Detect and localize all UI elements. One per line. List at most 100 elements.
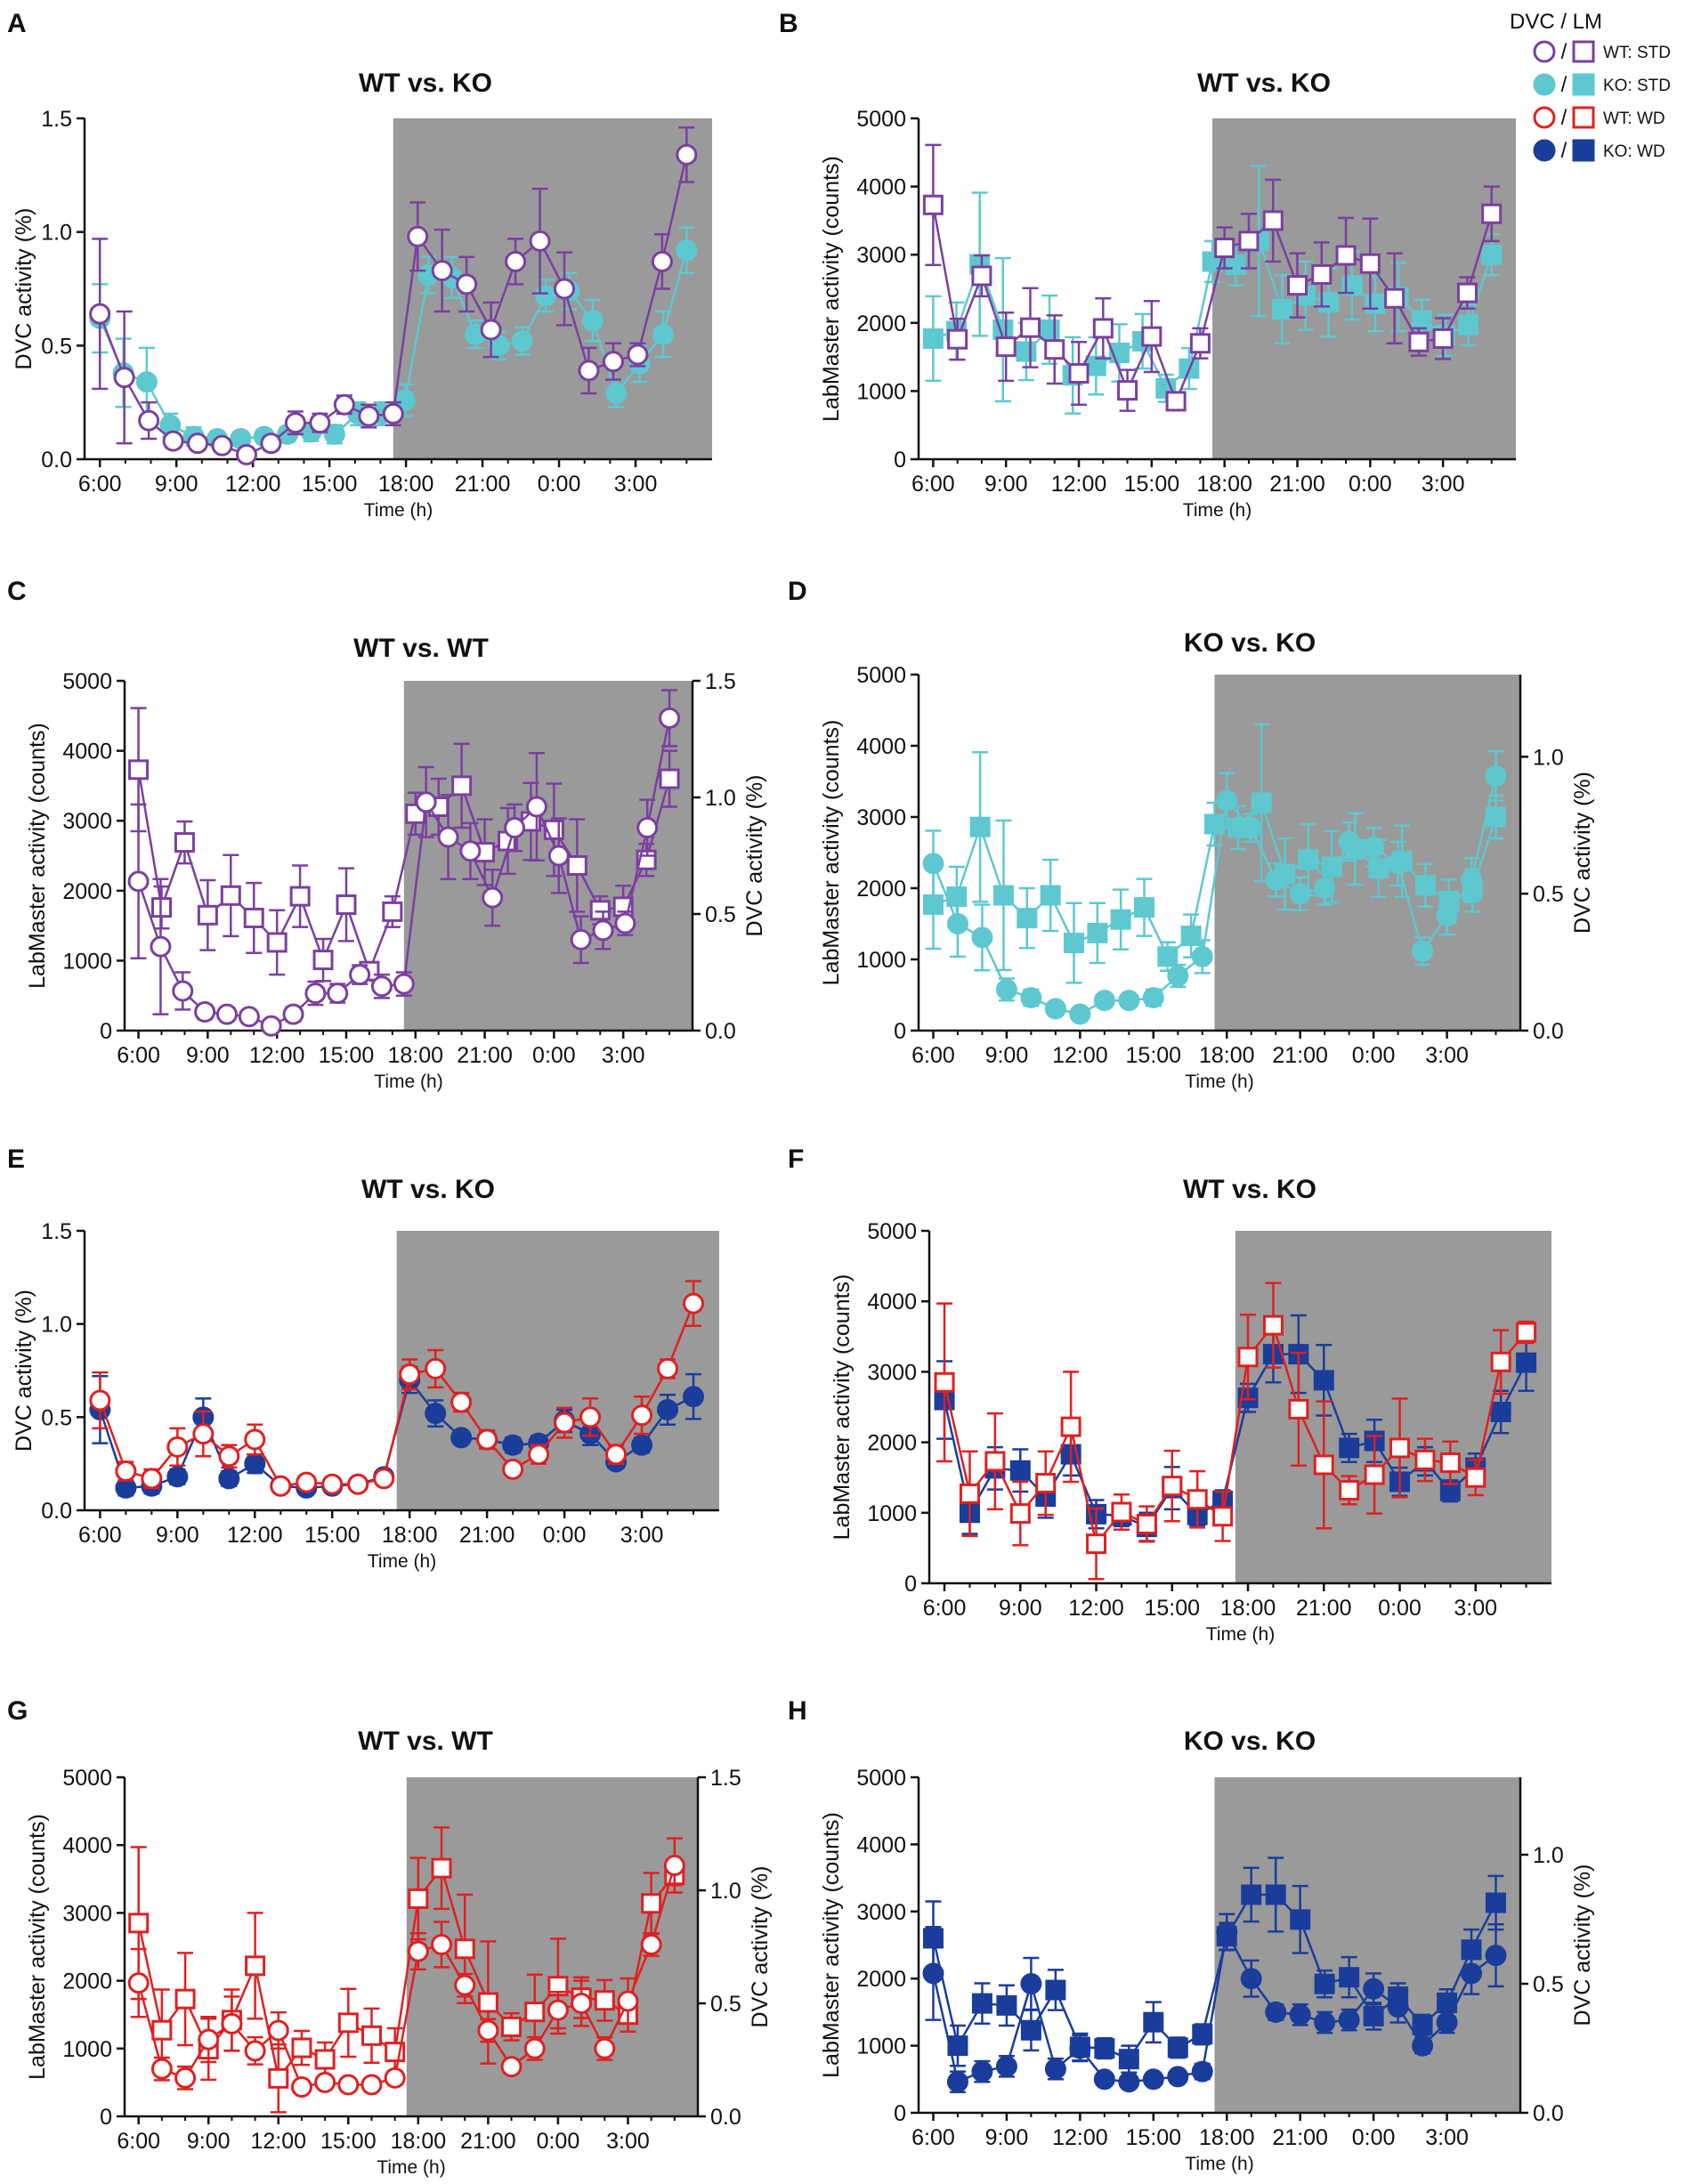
data-point: [1290, 1909, 1311, 1930]
x-tick-label: 15:00: [302, 472, 358, 497]
data-point: [1461, 869, 1483, 891]
data-point: [243, 907, 264, 928]
data-point: [268, 2067, 289, 2089]
data-point: [244, 1452, 266, 1475]
panel-c: 0 1000 2000 3000 4000 5000 LabMaster activity …: [25, 669, 767, 1092]
data-point: [594, 2037, 616, 2059]
data-point: [1180, 926, 1202, 947]
data-point: [450, 1427, 473, 1449]
x-tick-label: 18:00: [1220, 1596, 1276, 1621]
data-point: [166, 1466, 189, 1488]
left-tick-label: 0: [100, 2105, 112, 2130]
left-tick-label: 4000: [62, 740, 112, 764]
x-tick-label: 9:00: [985, 1043, 1029, 1068]
data-point: [218, 1445, 240, 1468]
data-point: [547, 845, 570, 867]
data-point: [1238, 231, 1260, 252]
data-point: [578, 360, 600, 382]
data-point: [337, 2012, 359, 2034]
data-point: [360, 2074, 383, 2096]
x-tick-label: 0:00: [537, 2129, 580, 2154]
data-point: [602, 351, 624, 373]
panel-h: 0 1000 2000 3000 4000 5000 LabMaster activity …: [819, 1766, 1595, 2174]
x-tick-label: 12:00: [1052, 2125, 1108, 2150]
data-point: [1485, 1945, 1507, 1967]
data-point: [1093, 990, 1115, 1012]
data-point: [1439, 1452, 1461, 1474]
x-tick-label: 6:00: [78, 1523, 122, 1548]
data-point: [1338, 830, 1360, 853]
data-point: [323, 423, 345, 445]
data-point: [174, 2067, 197, 2089]
left-tick-label: 0: [100, 1019, 112, 1044]
data-point: [360, 2025, 382, 2046]
panel-title-d: KO vs. KO: [1184, 628, 1316, 658]
data-point: [1458, 314, 1479, 336]
panel-letter-d: D: [788, 577, 807, 606]
legend-slash: /: [1561, 40, 1567, 64]
series-wt-wddvc: [89, 1280, 705, 1497]
x-tick-label: 15:00: [320, 2129, 377, 2154]
data-point: [505, 250, 527, 272]
data-point: [1411, 310, 1432, 331]
x-tick-label: 6:00: [117, 2129, 160, 2154]
data-point: [1313, 1370, 1334, 1391]
panel-title-c: WT vs. WT: [353, 634, 489, 663]
data-point: [1212, 1506, 1234, 1527]
data-point: [370, 975, 393, 998]
data-point: [382, 901, 403, 922]
panel-title-e: WT vs. KO: [361, 1175, 495, 1204]
panel-letter-b: B: [779, 9, 798, 38]
data-point: [631, 1434, 653, 1456]
legend-circle-marker: [1533, 139, 1556, 162]
right-axis-label: DVC activity (%): [748, 1866, 773, 2028]
legend: DVC / LM / WT: STD / KO: STD / WT: WD / KO: WD: [1510, 10, 1671, 163]
data-point: [995, 336, 1017, 358]
x-tick-label: 15:00: [1144, 1596, 1200, 1621]
x-tick-label: 21:00: [460, 2129, 516, 2154]
data-point: [1412, 2034, 1434, 2057]
data-point: [1019, 317, 1041, 338]
data-point: [504, 817, 526, 839]
x-tick-label: 12:00: [225, 472, 281, 497]
data-point: [971, 926, 993, 949]
x-tick-label: 18:00: [391, 2129, 447, 2154]
left-tick-label: 3000: [867, 1360, 917, 1385]
data-point: [1365, 293, 1386, 314]
data-point: [425, 1357, 447, 1379]
data-point: [1335, 245, 1357, 266]
data-point: [1481, 203, 1503, 224]
panel-title-a: WT vs. KO: [359, 69, 492, 98]
data-point: [947, 328, 968, 350]
data-point: [197, 904, 218, 926]
left-tick-label: 1.5: [41, 107, 72, 132]
legend-slash: /: [1561, 106, 1567, 130]
data-point: [535, 285, 557, 307]
left-tick-label: 1.5: [41, 1219, 72, 1244]
data-point: [523, 2037, 546, 2059]
left-tick-label: 0: [894, 1019, 906, 1044]
panel-title-b: WT vs. KO: [1197, 69, 1331, 98]
data-point: [482, 886, 504, 909]
data-point: [1087, 922, 1108, 943]
data-point: [128, 759, 150, 781]
left-tick-label: 5000: [867, 1219, 917, 1244]
panel-title-h: KO vs. KO: [1184, 1727, 1316, 1756]
data-point: [218, 1468, 240, 1490]
x-tick-label: 0:00: [532, 1043, 576, 1068]
data-point: [1165, 391, 1187, 412]
data-point: [1085, 355, 1106, 376]
data-point: [996, 1994, 1017, 2016]
data-point: [431, 260, 453, 282]
left-tick-label: 0: [894, 2101, 906, 2126]
data-point: [408, 1888, 429, 1909]
left-tick-label: 1000: [856, 2034, 906, 2059]
data-point: [1456, 282, 1478, 303]
x-tick-label: 3:00: [620, 1523, 664, 1548]
left-tick-label: 5000: [856, 1766, 906, 1791]
data-point: [579, 1406, 602, 1428]
right-tick-label: 0.5: [705, 902, 736, 927]
data-point: [270, 1475, 292, 1497]
legend-label: KO: WD: [1603, 142, 1665, 161]
